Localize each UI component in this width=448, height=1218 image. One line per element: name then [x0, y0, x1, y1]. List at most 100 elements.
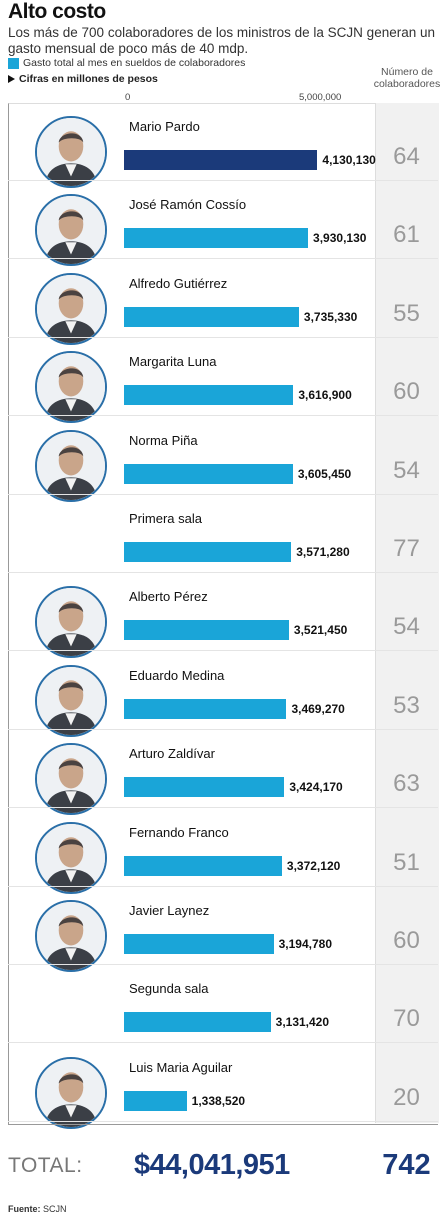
total-row: TOTAL: $44,041,951 742 [8, 1124, 438, 1203]
legend-note-label: Cifras en millones de pesos [19, 73, 158, 85]
bar [124, 1090, 187, 1111]
row-divider [8, 415, 438, 417]
collaborator-count: 64 [393, 143, 420, 170]
category-label: Alberto Pérez [129, 589, 208, 605]
chart-row: Primera sala 3,571,280 77 [0, 495, 448, 573]
collaborator-count: 20 [393, 1083, 420, 1111]
axis-tick-label: 5,000,000 [299, 92, 342, 103]
avatar [35, 194, 107, 267]
category-label: Norma Piña [129, 432, 198, 448]
bar [124, 934, 274, 954]
avatar [35, 743, 107, 816]
category-label: Fernando Franco [129, 824, 229, 840]
bar-value-label: 3,194,780 [278, 937, 332, 951]
category-label: Arturo Zaldívar [129, 746, 215, 762]
row-divider [8, 336, 438, 338]
bar [124, 855, 282, 876]
count-column-header: Número de colaboradores [373, 66, 441, 90]
bar-value-label: 3,372,120 [286, 858, 341, 873]
row-divider [8, 807, 438, 809]
bar-value-label: 3,521,450 [293, 623, 348, 638]
chart-row: José Ramón Cossío 3,930,130 61 [0, 181, 448, 267]
category-label: Javier Laynez [129, 903, 210, 918]
person-portrait-icon [37, 118, 105, 186]
row-divider [8, 1042, 438, 1044]
source-label: Fuente: [8, 1204, 41, 1214]
bar-value-label: 3,424,170 [289, 780, 343, 795]
chart-row: Fernando Franco 3,372,120 51 [0, 809, 448, 894]
bar [124, 385, 294, 406]
avatar [35, 900, 107, 972]
category-label: Luis Maria Aguilar [129, 1059, 233, 1075]
person-portrait-icon [37, 902, 105, 970]
category-label: Margarita Luna [129, 354, 217, 370]
bar-value-label: 1,338,520 [191, 1093, 246, 1108]
source-note: Fuente: SCJN [8, 1204, 67, 1214]
row-divider [8, 258, 438, 260]
bar [124, 306, 299, 327]
chart-row: Mario Pardo 4,130,130 64 [0, 103, 448, 188]
legend-swatch [8, 57, 19, 69]
person-portrait-icon [37, 353, 105, 422]
source-value: SCJN [43, 1204, 67, 1214]
chart-row: Alfredo Gutiérrez 3,735,330 55 [0, 260, 448, 345]
bar-value-label: 3,131,420 [275, 1015, 330, 1030]
bar [124, 463, 293, 484]
row-divider [8, 572, 438, 573]
collaborator-count: 51 [393, 848, 420, 876]
triangle-marker-icon [8, 75, 15, 83]
category-label: Mario Pardo [129, 119, 200, 134]
avatar [35, 272, 107, 345]
collaborator-count: 77 [393, 535, 420, 562]
total-amount: $44,041,951 [134, 1149, 290, 1181]
bar-value-label: 3,469,270 [291, 701, 345, 716]
chart-row: Luis Maria Aguilar 1,338,520 20 [0, 1044, 448, 1129]
person-portrait-icon [37, 1058, 105, 1127]
chart-row: Segunda sala 3,131,420 70 [0, 965, 448, 1044]
person-portrait-icon [37, 431, 105, 500]
avatar [35, 664, 107, 737]
bar [124, 150, 318, 170]
chart-row: Norma Piña 3,605,450 54 [0, 417, 448, 502]
person-portrait-icon [37, 666, 105, 735]
bar-value-label: 3,605,450 [297, 466, 352, 481]
collaborator-count: 54 [393, 456, 420, 484]
chart-row: Margarita Luna 3,616,900 60 [0, 338, 448, 424]
person-portrait-icon [37, 823, 105, 892]
legend-series-label: Gasto total al mes en sueldos de colabor… [23, 57, 246, 69]
collaborator-count: 70 [393, 1005, 420, 1033]
collaborator-count: 54 [393, 613, 420, 641]
person-portrait-icon [37, 196, 105, 265]
chart-title: Alto costo [8, 0, 106, 23]
row-divider [8, 650, 438, 652]
bar [124, 228, 309, 249]
person-portrait-icon [37, 274, 105, 343]
bar [124, 777, 285, 798]
avatar [35, 821, 107, 894]
bar [124, 542, 292, 562]
total-count: 742 [382, 1149, 431, 1181]
collaborator-count: 60 [393, 378, 420, 406]
bar-value-label: 3,571,280 [296, 545, 350, 559]
legend-series: Gasto total al mes en sueldos de colabor… [8, 57, 245, 69]
collaborator-count: 61 [393, 221, 420, 249]
chart-frame [8, 103, 376, 1124]
avatar [35, 1056, 107, 1129]
person-portrait-icon [37, 745, 105, 814]
chart-row: Eduardo Medina 3,469,270 53 [0, 652, 448, 737]
row-divider [8, 885, 438, 887]
avatar [35, 429, 107, 502]
row-divider [8, 180, 438, 181]
bar [124, 1012, 271, 1033]
row-divider [8, 728, 438, 730]
bar-value-label: 3,735,330 [303, 309, 358, 324]
collaborator-count: 53 [393, 691, 420, 719]
row-divider [8, 493, 438, 495]
axis-tick-label: 0 [125, 92, 131, 103]
avatar [35, 116, 107, 188]
collaborator-count: 60 [393, 927, 420, 954]
category-label: Primera sala [129, 511, 202, 526]
bar-value-label: 3,930,130 [313, 231, 367, 246]
collaborator-count: 63 [393, 770, 420, 798]
chart-subtitle: Los más de 700 colaboradores de los mini… [8, 25, 435, 56]
